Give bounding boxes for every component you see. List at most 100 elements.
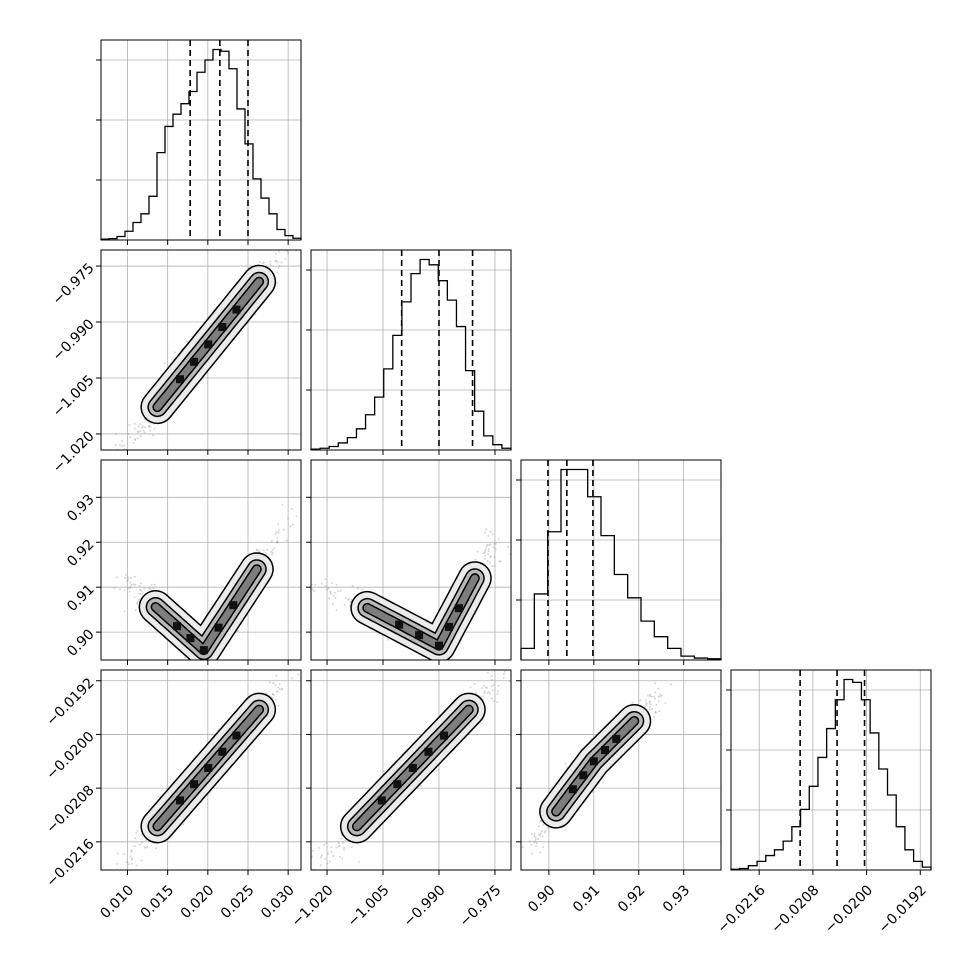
sample-point — [481, 687, 484, 689]
sample-point — [631, 701, 634, 704]
sample-point — [335, 609, 338, 612]
sample-point — [343, 848, 345, 851]
sample-point — [489, 556, 492, 559]
sample-point — [262, 549, 265, 552]
sample-point — [125, 573, 127, 576]
sample-point — [255, 548, 258, 551]
sample-point — [653, 697, 656, 700]
density-peak-cell — [229, 601, 238, 610]
sample-point — [139, 843, 141, 846]
sample-point — [332, 854, 335, 857]
sample-point — [484, 554, 487, 557]
sample-point — [327, 587, 330, 590]
sample-point — [386, 638, 389, 641]
sample-point — [275, 531, 278, 534]
sample-point — [291, 523, 294, 526]
sample-point — [277, 529, 280, 532]
sample-point — [276, 690, 279, 693]
density-peak-cell — [175, 796, 184, 805]
sample-point — [490, 678, 493, 681]
sample-point — [143, 431, 146, 434]
sample-point — [123, 610, 126, 613]
sample-point — [139, 588, 142, 591]
sample-point — [420, 784, 423, 787]
density-peak-cell — [454, 604, 463, 613]
sample-point — [271, 551, 274, 554]
sample-point — [650, 695, 653, 698]
sample-point — [149, 587, 152, 590]
sample-point — [128, 590, 131, 593]
sample-point — [320, 582, 323, 585]
sample-point — [542, 824, 545, 826]
sample-point — [278, 265, 281, 267]
sample-point — [275, 690, 278, 693]
sample-point — [487, 548, 490, 551]
sample-point — [149, 422, 152, 425]
sample-point — [320, 856, 323, 859]
sample-point — [133, 422, 136, 425]
sample-point — [127, 587, 130, 590]
sample-point — [280, 261, 283, 264]
sample-point — [132, 583, 135, 586]
sample-point — [123, 853, 126, 855]
sample-point — [275, 259, 278, 262]
sample-point — [136, 437, 139, 440]
sample-point — [139, 429, 142, 432]
sample-point — [268, 681, 271, 684]
sample-point — [502, 676, 505, 679]
sample-point — [237, 629, 240, 632]
sample-points — [521, 682, 673, 855]
sample-point — [153, 427, 156, 430]
sample-point — [496, 701, 499, 703]
sample-point — [278, 683, 281, 686]
sample-point — [271, 692, 274, 695]
sample-point — [497, 690, 500, 693]
sample-point — [118, 443, 121, 446]
sample-point — [155, 847, 157, 850]
sample-point — [151, 434, 154, 437]
panel-background — [101, 40, 301, 240]
panel-background — [521, 670, 721, 870]
density-peak-cell — [190, 780, 199, 789]
sample-point — [276, 282, 279, 285]
sample-point — [150, 583, 153, 586]
sample-point — [163, 362, 166, 365]
density-peak-cell — [377, 796, 386, 805]
sample-point — [123, 444, 126, 447]
sample-point — [649, 693, 652, 696]
sample-point — [347, 598, 350, 601]
sample-point — [491, 533, 494, 536]
sample-point — [340, 837, 343, 840]
sample-point — [114, 873, 116, 875]
sample-point — [486, 560, 489, 563]
sample-point — [123, 589, 126, 592]
sample-point — [277, 686, 280, 689]
sample-point — [256, 549, 259, 552]
sample-point — [281, 503, 284, 506]
sample-point — [326, 862, 329, 865]
panel-frame — [310, 459, 512, 661]
panel-frame — [520, 459, 722, 661]
panel-frame — [100, 459, 302, 661]
sample-point — [271, 549, 274, 551]
sample-point — [135, 602, 138, 605]
sample-point — [487, 671, 489, 674]
sample-point — [138, 592, 141, 595]
sample-point — [469, 686, 472, 689]
sample-point — [486, 686, 488, 689]
sample-point — [130, 858, 133, 861]
sample-point — [496, 693, 499, 696]
sample-point — [129, 451, 131, 453]
sample-point — [507, 665, 509, 667]
density-peak-cell — [232, 731, 241, 740]
sample-point — [274, 533, 277, 536]
sample-point — [357, 587, 359, 590]
sample-point — [435, 769, 438, 772]
density-peak-cell — [199, 646, 208, 655]
sample-points — [114, 670, 300, 875]
sample-point — [512, 664, 514, 666]
sample-point — [295, 515, 298, 518]
sample-point — [287, 252, 290, 255]
sample-point — [136, 430, 139, 433]
sample-point — [280, 687, 283, 690]
